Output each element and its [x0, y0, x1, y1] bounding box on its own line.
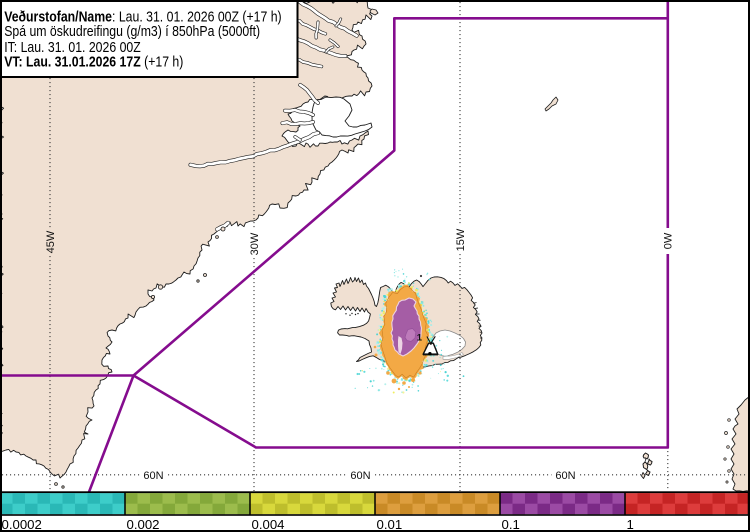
svg-text:1: 1: [417, 332, 423, 343]
svg-text:0.01: 0.01: [377, 517, 403, 532]
svg-text:0W: 0W: [663, 232, 675, 249]
svg-text:0.0002: 0.0002: [2, 517, 42, 532]
svg-text:IT: Lau. 31. 01. 2026 00Z: IT: Lau. 31. 01. 2026 00Z: [4, 39, 141, 55]
svg-text:0.004: 0.004: [252, 517, 285, 532]
svg-text:Veðurstofan/Name: Lau. 31. 01.: Veðurstofan/Name: Lau. 31. 01. 2026 00Z …: [4, 8, 281, 24]
svg-text:VT: Lau. 31.01.2026 17Z (+17 h: VT: Lau. 31.01.2026 17Z (+17 h): [4, 53, 183, 69]
svg-text:0.002: 0.002: [127, 517, 160, 532]
svg-text:0.1: 0.1: [502, 517, 520, 532]
svg-text:60N: 60N: [555, 470, 575, 482]
svg-text:1: 1: [627, 517, 634, 532]
svg-text:Spá um öskudreifingu (g/m3) í: Spá um öskudreifingu (g/m3) í 850hPa (50…: [4, 23, 260, 39]
svg-text:45W: 45W: [45, 230, 57, 253]
svg-text:60N: 60N: [143, 470, 163, 482]
svg-text:60N: 60N: [350, 470, 370, 482]
svg-text:15W: 15W: [455, 228, 467, 251]
svg-text:30W: 30W: [249, 232, 261, 255]
